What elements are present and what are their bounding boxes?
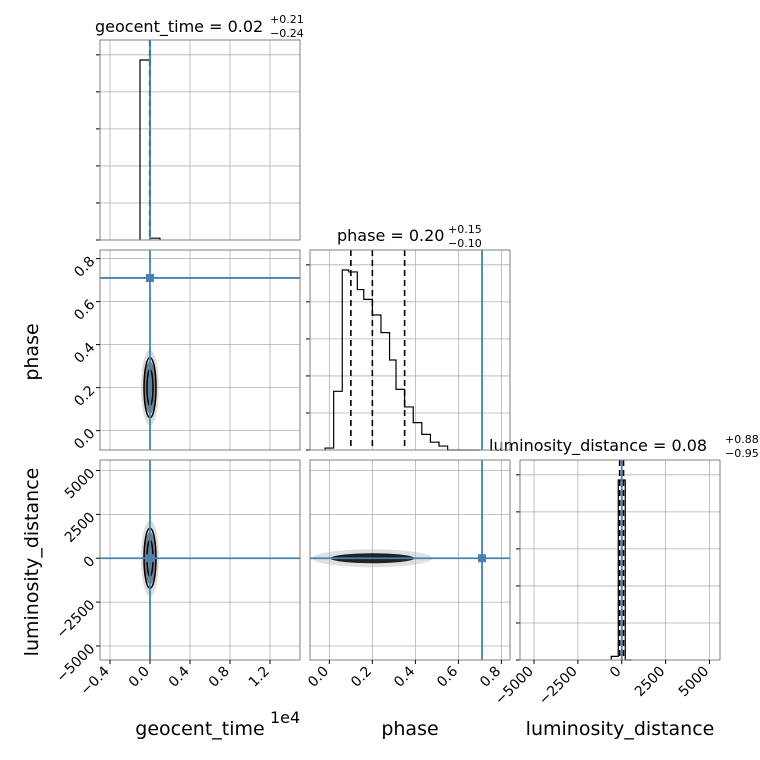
xlabel-geocent-time: geocent_time	[135, 718, 264, 740]
title-luminosity-distance-minus: −0.95	[725, 447, 759, 460]
histogram-phase	[324, 269, 480, 451]
panel-frame	[99, 39, 301, 241]
ylabel-luminosity-distance: luminosity_distance	[21, 468, 43, 657]
panel-frame	[99, 249, 301, 451]
panel-frame	[309, 459, 511, 661]
truth-marker	[146, 273, 154, 282]
title-luminosity-distance: luminosity_distance = 0.08	[489, 436, 707, 456]
xlabel-geocent-time-offset: 1e4	[270, 708, 300, 727]
title-phase-minus: −0.10	[448, 237, 482, 250]
ylabel-phase: phase	[21, 323, 43, 380]
truth-marker	[146, 554, 154, 563]
panel-frame	[99, 459, 301, 661]
panel-frame	[519, 459, 721, 661]
title-phase: phase = 0.20	[337, 226, 444, 245]
title-geocent-time-plus: +0.21	[270, 13, 304, 26]
panel-frame	[309, 249, 511, 451]
title-geocent-time-minus: −0.24	[270, 27, 304, 40]
title-luminosity-distance-plus: +0.88	[725, 433, 759, 446]
title-geocent-time: geocent_time = 0.02	[95, 17, 263, 37]
xlabel-phase: phase	[381, 718, 438, 740]
title-phase-plus: +0.15	[448, 223, 482, 236]
xlabel-luminosity-distance: luminosity_distance	[526, 718, 715, 740]
truth-marker	[478, 554, 487, 563]
